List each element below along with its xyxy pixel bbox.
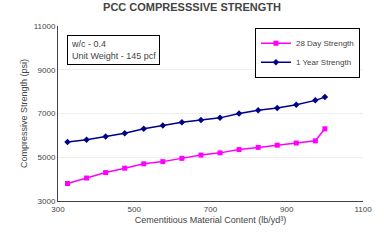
- svg-text:5000: 5000: [38, 153, 56, 162]
- svg-text:Compressive Strength (psi): Compressive Strength (psi): [19, 59, 29, 168]
- svg-text:w/c - 0.4Unit Weight - 145 pcf: w/c - 0.4Unit Weight - 145 pcf: [71, 39, 156, 61]
- svg-text:7000: 7000: [38, 109, 56, 118]
- svg-text:PCC COMPRESSSIVE STRENGTH: PCC COMPRESSSIVE STRENGTH: [103, 1, 281, 13]
- svg-text:3000: 3000: [38, 197, 56, 206]
- svg-text:1 Year Strength: 1 Year Strength: [296, 58, 351, 67]
- svg-text:Cementitious Material Content: Cementitious Material Content (lb/yd³): [135, 215, 287, 225]
- svg-text:28 Day Strength: 28 Day Strength: [296, 39, 354, 48]
- svg-text:500: 500: [128, 205, 142, 214]
- svg-text:1100: 1100: [354, 205, 372, 214]
- svg-text:300: 300: [51, 205, 65, 214]
- svg-text:11000: 11000: [34, 22, 56, 31]
- svg-text:900: 900: [280, 205, 294, 214]
- svg-text:700: 700: [204, 205, 218, 214]
- svg-text:9000: 9000: [38, 66, 56, 75]
